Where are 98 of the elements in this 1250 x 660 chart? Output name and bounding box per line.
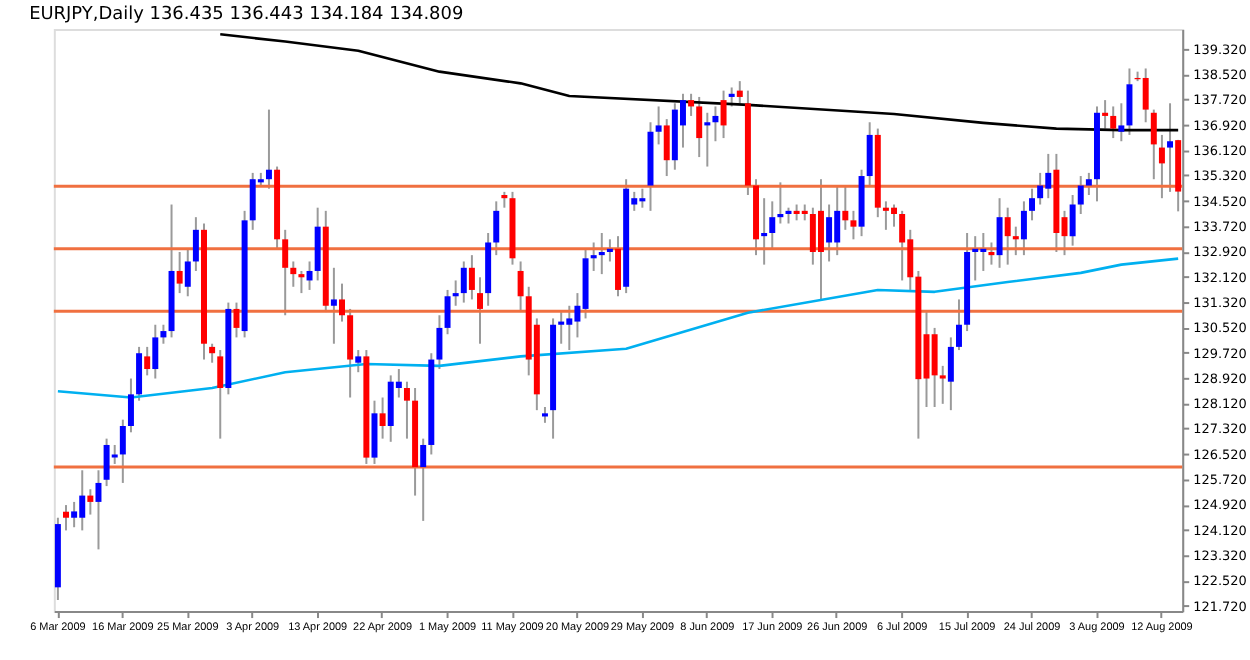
candlestick [477,276,484,345]
candlestick [850,209,857,241]
candlestick [1150,108,1157,181]
candlestick [1069,194,1076,247]
candlestick [761,197,768,266]
candlestick [444,288,451,336]
candlestick [1077,175,1084,216]
candlestick [728,86,735,108]
candlestick [1004,206,1011,266]
candlestick [209,342,216,364]
candlestick [1142,67,1149,124]
candlestick [834,184,841,257]
candlestick [809,206,816,266]
candlestick [696,95,703,159]
candlestick [87,488,94,516]
candlestick [290,260,297,288]
candlestick [1167,102,1174,193]
candlestick [452,279,459,307]
candlestick [688,92,695,117]
candlestick [558,311,565,345]
line-series [218,33,1180,132]
candlestick [192,216,199,272]
candlestick [1020,200,1027,257]
candlestick [899,209,906,282]
candlestick [1037,171,1044,206]
candlestick [387,374,394,443]
candlestick [136,345,143,402]
candlestick [1029,187,1036,222]
candlestick [95,469,102,551]
candlestick [217,349,224,440]
candlestick [233,301,240,339]
candlestick [176,250,183,295]
candlestick [436,314,443,371]
candlestick [972,235,979,282]
candlestick [655,105,662,146]
candlestick [298,269,305,295]
candlestick [1102,99,1109,130]
candlestick [71,500,78,529]
candlestick [468,254,475,301]
candlestick [947,336,954,412]
candlestick [160,323,167,345]
candlestick [712,105,719,143]
candlestick [314,206,321,282]
candlestick [371,399,378,465]
candlestick [704,111,711,168]
candlestick [980,231,987,272]
candlestick [866,121,873,187]
candlestick [79,469,86,532]
candlestick [720,89,727,140]
candlestick [769,200,776,250]
candlestick [598,231,605,276]
candlestick [817,178,824,301]
candlestick [1012,225,1019,257]
candlestick [826,203,833,263]
candlestick [955,298,962,352]
candlestick [403,380,410,440]
candlestick [152,323,159,380]
candlestick [119,418,126,484]
candlestick [63,504,69,532]
candlestick [931,326,938,408]
candlestick [1045,152,1052,200]
candlestick [1085,171,1092,197]
candlestick [615,235,622,298]
candlestick [891,203,898,228]
candlestick [1110,105,1117,140]
candlestick [339,282,345,323]
candlestick [777,181,784,225]
candlestick [184,247,191,298]
candlestick [517,260,524,314]
candlestick [939,364,946,405]
chart-title: EURJPY,Daily 136.435 136.443 134.184 134.809 [29,4,464,25]
candlestick [103,437,110,488]
candlestick [379,396,386,440]
candlestick [493,200,500,257]
candlestick [639,187,646,209]
candlestick [996,197,1003,269]
candlestick [355,349,362,374]
candlestick [566,304,573,352]
candlestick [736,80,743,105]
candlestick [590,241,597,272]
candlestick [882,200,889,231]
candlestick [282,228,289,317]
candlestick [1126,67,1133,136]
candlestick [1118,102,1125,143]
candlestick [347,307,354,399]
candlestick [265,108,272,190]
candlestick [127,377,134,434]
candlestick [460,260,467,304]
candlestick [663,118,670,178]
candlestick [249,171,256,231]
candlestick [144,345,151,377]
candlestick [1158,133,1165,200]
candlestick [306,260,313,291]
candlestick [842,184,849,231]
candlestick [988,241,995,266]
candlestick [420,437,427,522]
candlestick [606,238,613,263]
candlestick [330,266,337,345]
